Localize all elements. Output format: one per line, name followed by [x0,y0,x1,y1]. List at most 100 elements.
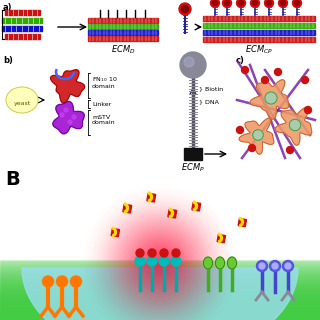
Bar [0,311,320,312]
Ellipse shape [6,87,38,113]
Bar [2,26,42,31]
Bar [88,24,158,29]
Circle shape [172,249,180,257]
Bar [0,305,320,306]
Bar [0,306,320,307]
Circle shape [136,249,144,257]
Circle shape [160,249,168,257]
Bar [0,319,320,320]
Bar [0,297,320,298]
Circle shape [236,0,245,7]
Bar [0,285,320,286]
Bar [203,37,315,42]
Circle shape [148,249,156,257]
Circle shape [253,130,263,140]
Bar [0,307,320,308]
Bar [203,30,315,35]
Circle shape [211,0,220,7]
Ellipse shape [228,257,236,269]
Circle shape [275,68,282,76]
Text: Linker: Linker [92,101,111,107]
Bar [0,281,320,282]
Bar [0,304,320,305]
Circle shape [135,256,145,266]
Circle shape [286,147,293,154]
Circle shape [259,263,265,269]
Circle shape [278,0,287,7]
Bar [0,302,320,303]
Bar [0,284,320,285]
Circle shape [269,260,281,271]
Text: a): a) [3,3,12,12]
Bar [0,260,320,261]
Bar [0,268,320,269]
Bar [0,275,320,276]
Text: FN$_{10}$ 10
domain: FN$_{10}$ 10 domain [92,75,117,89]
Circle shape [238,1,244,5]
Ellipse shape [215,257,225,269]
Bar [0,266,320,267]
Circle shape [257,260,268,271]
Text: ECM$_P$: ECM$_P$ [181,162,205,174]
Bar [0,267,320,268]
Circle shape [249,145,255,151]
Bar [0,269,320,270]
Bar [238,218,246,227]
Bar [0,273,320,274]
Bar [0,262,320,263]
Bar [0,272,320,273]
Circle shape [72,115,76,119]
Bar [0,296,320,297]
Bar [0,279,320,280]
Text: mSTV
domain: mSTV domain [92,115,116,125]
Bar [184,148,202,160]
Circle shape [294,1,300,5]
Bar [5,10,40,15]
Circle shape [57,276,68,287]
Circle shape [222,0,231,7]
Text: b): b) [3,56,13,65]
Bar [0,312,320,313]
Circle shape [154,257,166,269]
Circle shape [159,256,169,266]
Circle shape [152,255,168,271]
Bar [203,23,315,28]
Bar [88,36,158,41]
Bar [0,290,320,291]
Circle shape [43,276,53,287]
Bar [0,286,320,287]
Bar [0,308,320,309]
Bar [168,209,177,218]
Text: } DNA: } DNA [199,100,219,105]
Bar [0,309,320,310]
Bar [0,277,320,278]
Circle shape [251,0,260,7]
Circle shape [292,0,301,7]
Circle shape [236,126,244,133]
Bar [0,301,320,302]
Bar [0,175,320,320]
Bar [0,283,320,284]
Text: ECM$_D$: ECM$_D$ [111,44,135,57]
Bar [5,34,40,39]
Bar [0,270,320,271]
Bar [0,313,320,314]
Circle shape [285,263,291,269]
Text: yeast: yeast [13,100,31,106]
Bar [203,16,315,21]
Circle shape [242,67,249,74]
Circle shape [64,108,68,112]
Bar [0,314,320,315]
Circle shape [148,251,172,275]
Polygon shape [53,101,84,134]
Text: } Biotin: } Biotin [199,86,223,92]
Bar [0,317,320,318]
Bar [2,18,42,23]
Bar [0,264,320,265]
Bar [217,235,226,243]
Circle shape [184,57,194,67]
Bar [0,318,320,319]
Circle shape [60,113,64,117]
Bar [0,315,320,316]
Bar [0,303,320,304]
